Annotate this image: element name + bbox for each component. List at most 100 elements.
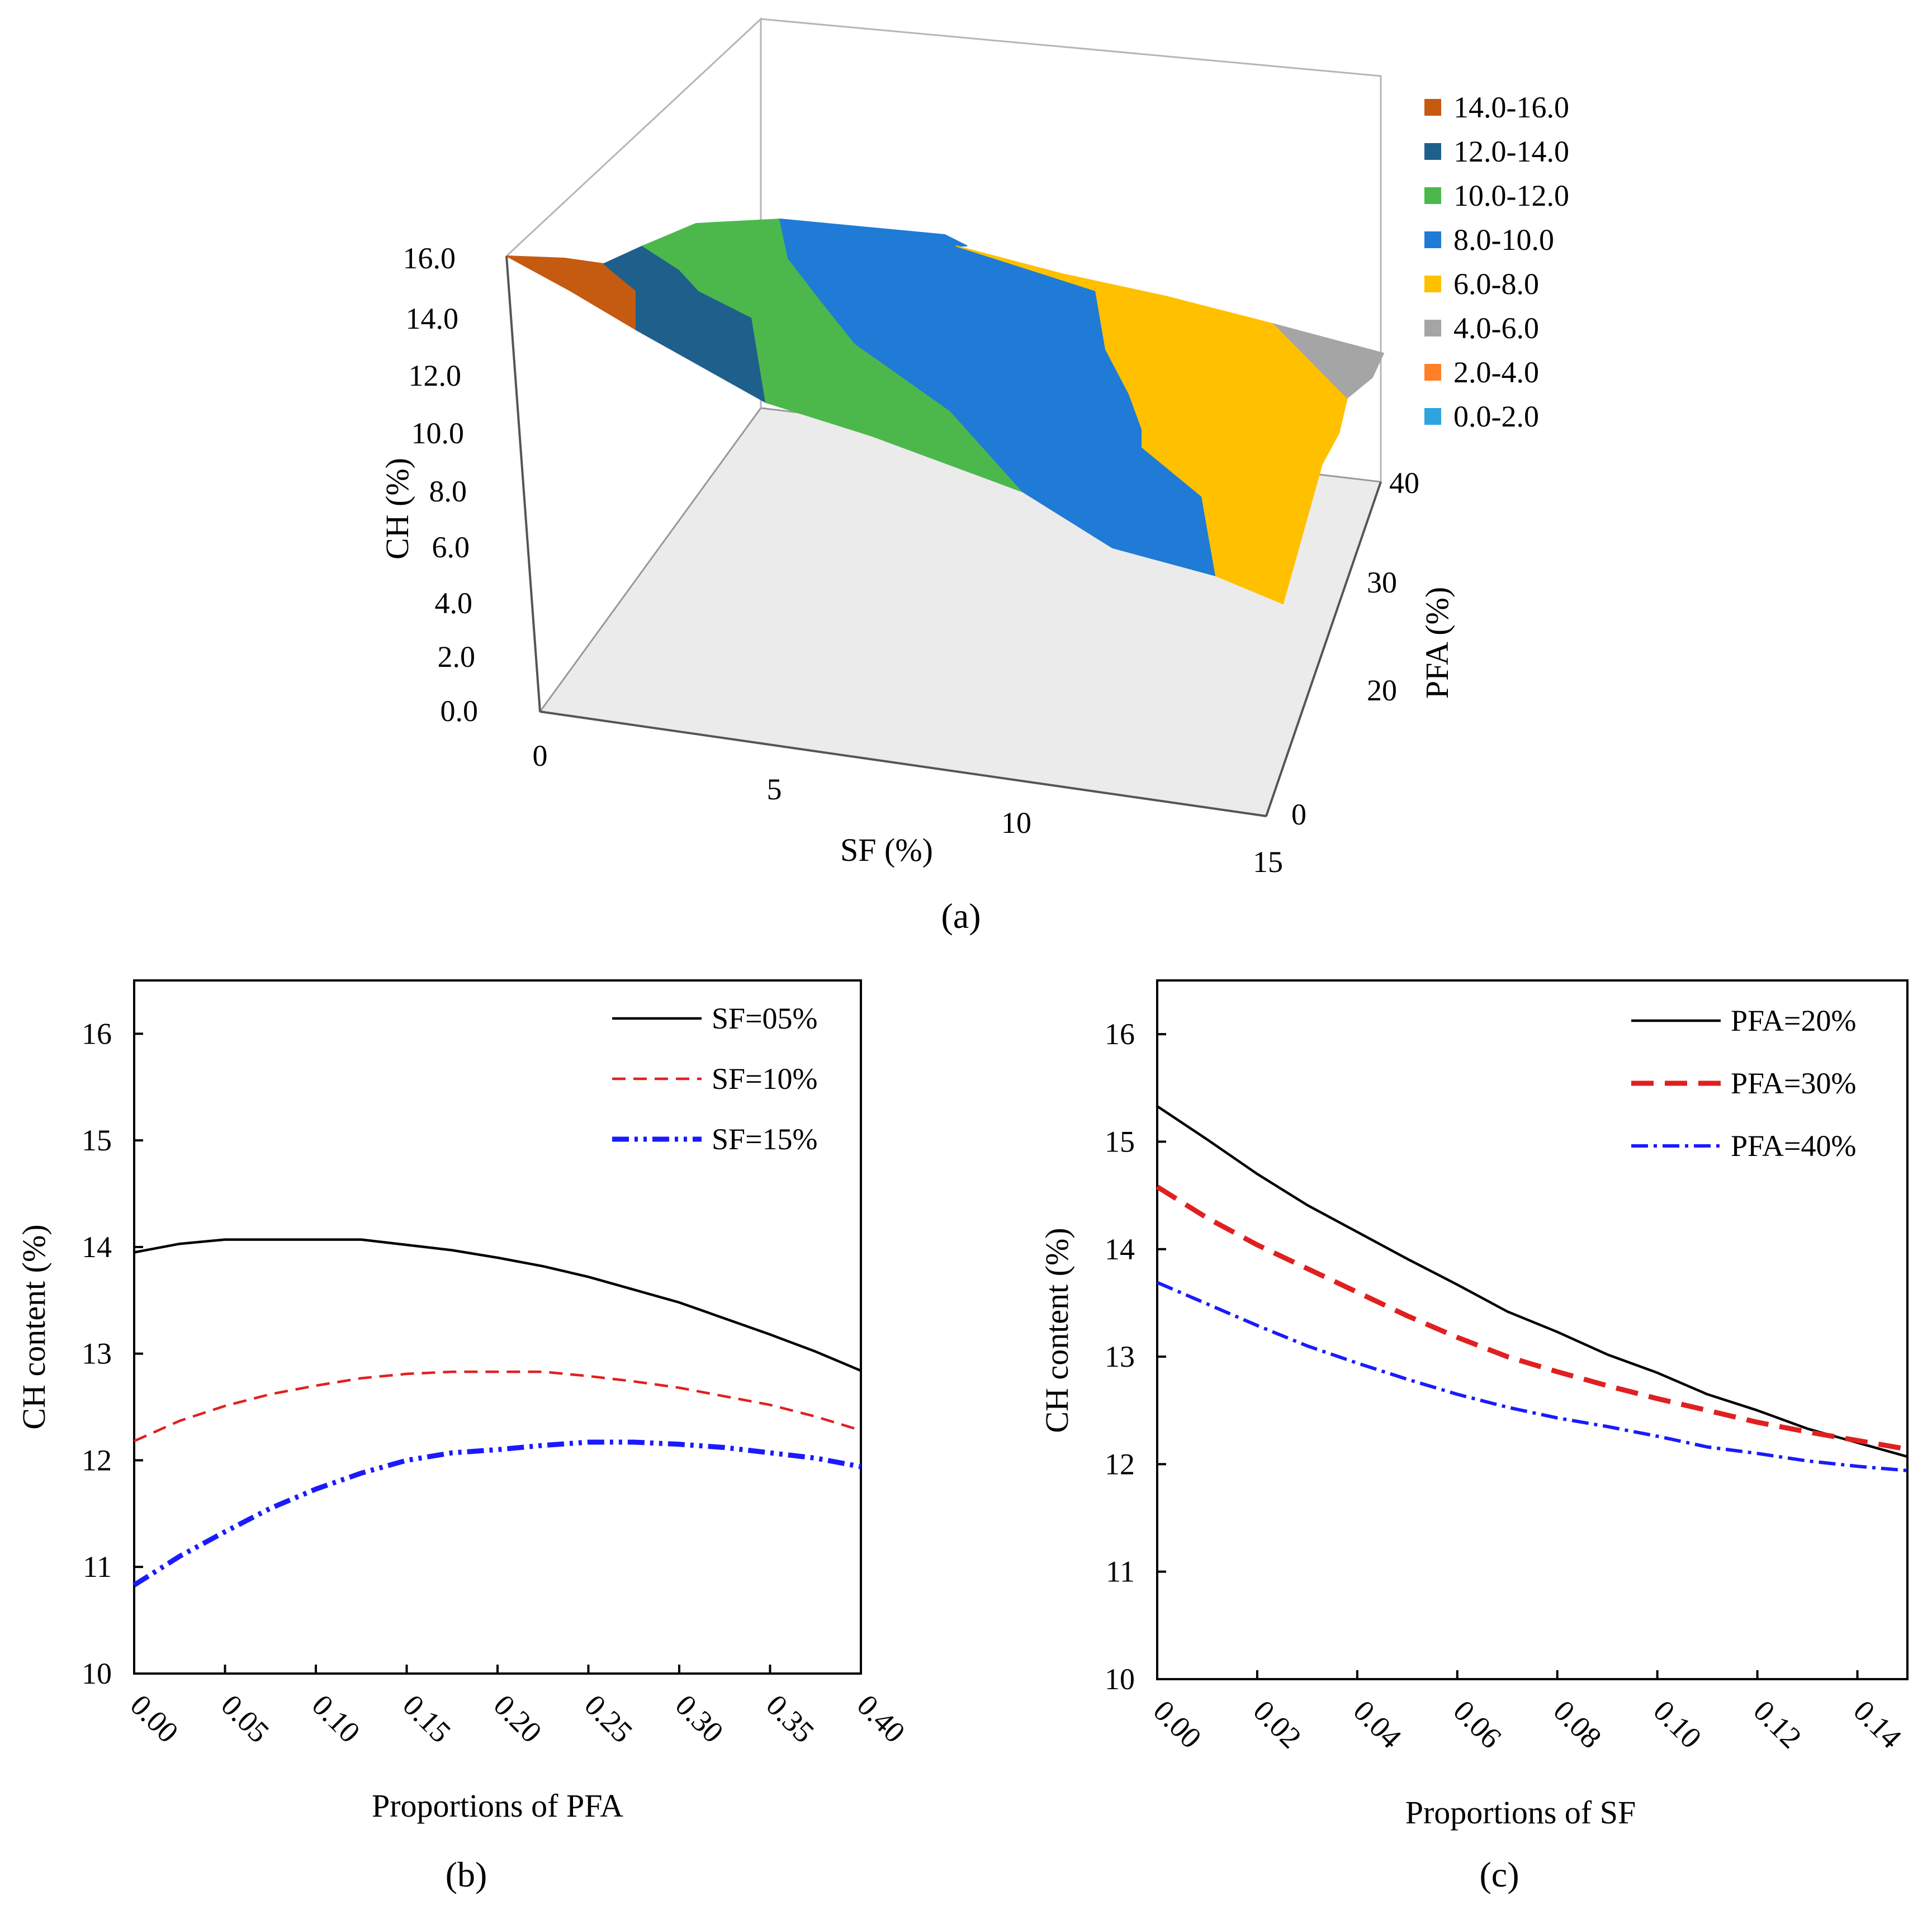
- z-tick-label: 2.0: [438, 640, 476, 674]
- y-tick-label: 11: [1106, 1555, 1135, 1589]
- pfa-tick-label: 40: [1389, 466, 1419, 500]
- pfa-axis-label: PFA (%): [1419, 587, 1455, 699]
- z-tick-label: 0.0: [441, 694, 479, 728]
- x-tick-label: 0.25: [578, 1688, 639, 1749]
- z-tick-label: 12.0: [409, 359, 462, 392]
- legend-label: PFA=30%: [1731, 1067, 1857, 1100]
- sf-tick-label: 10: [1001, 806, 1031, 840]
- x-tick-label: 0.10: [1647, 1694, 1708, 1755]
- series-line-sf-05-: [134, 1238, 861, 1372]
- y-tick-label: 13: [1105, 1340, 1135, 1373]
- x-tick-label: 0.02: [1247, 1694, 1308, 1755]
- pfa-axis-tick-labels: 0 20 30 40: [1291, 466, 1419, 831]
- x-axis-ticks: 0.00 0.02 0.04 0.06 0.08 0.10 0.12 0.14: [1147, 1670, 1908, 1755]
- legend-label: 2.0-4.0: [1453, 356, 1539, 389]
- legend-swatch: [1424, 408, 1441, 425]
- legend-label: 12.0-14.0: [1453, 135, 1569, 168]
- legend-label: 6.0-8.0: [1453, 267, 1539, 301]
- panel-label-b: (b): [446, 1855, 487, 1894]
- sf-axis-tick-labels: 0 5 10 15: [533, 739, 1284, 879]
- y-axis-label: CH content (%): [1039, 1227, 1075, 1433]
- x-tick-label: 0.12: [1747, 1694, 1808, 1755]
- legend-label: 8.0-10.0: [1453, 223, 1554, 257]
- y-tick-label: 14: [1105, 1233, 1135, 1266]
- legend-panel-c: PFA=20% PFA=30% PFA=40%: [1631, 1004, 1857, 1163]
- y-tick-label: 10: [82, 1657, 112, 1690]
- series-line-pfa-20-: [1156, 1105, 1908, 1458]
- y-axis-ticks: 10 11 12 13 14 15 16: [1105, 1017, 1166, 1696]
- series-line-sf-10-: [134, 1370, 861, 1443]
- y-tick-label: 13: [82, 1337, 112, 1371]
- x-tick-label: 0.30: [669, 1688, 730, 1749]
- legend-swatch: [1424, 320, 1441, 336]
- x-tick-label: 0.00: [124, 1688, 185, 1749]
- z-tick-label: 6.0: [432, 530, 470, 564]
- y-tick-label: 12: [82, 1443, 112, 1477]
- x-tick-label: 0.15: [396, 1688, 457, 1749]
- y-tick-label: 16: [82, 1017, 112, 1050]
- legend-label: SF=05%: [712, 1002, 818, 1035]
- sf-axis-label: SF (%): [840, 832, 933, 868]
- panel-label-c: (c): [1479, 1855, 1519, 1894]
- y-tick-label: 15: [82, 1124, 112, 1157]
- legend-label: SF=15%: [712, 1122, 818, 1156]
- legend-swatch: [1424, 276, 1441, 292]
- x-tick-label: 0.04: [1347, 1694, 1408, 1755]
- x-axis-label: Proportions of PFA: [372, 1788, 623, 1824]
- y-tick-label: 10: [1105, 1662, 1135, 1696]
- sf-tick-label: 5: [767, 772, 782, 806]
- z-axis-tick-labels: 0.0 2.0 4.0 6.0 8.0 10.0 12.0 14.0 16.0: [403, 241, 479, 728]
- z-tick-label: 16.0: [403, 241, 456, 275]
- y-tick-label: 14: [82, 1230, 112, 1264]
- x-tick-label: 0.14: [1847, 1694, 1908, 1755]
- legend-panel-b: SF=05% SF=10% SF=15%: [612, 1002, 818, 1156]
- y-tick-label: 11: [83, 1550, 112, 1584]
- z-tick-label: 14.0: [406, 302, 459, 335]
- sf-tick-label: 0: [533, 739, 548, 772]
- legend-label: 0.0-2.0: [1453, 400, 1539, 433]
- z-tick-label: 10.0: [411, 416, 465, 450]
- pfa-tick-label: 0: [1291, 798, 1306, 831]
- pfa-axis-line: [1265, 481, 1382, 817]
- legend-panel-a: 14.0-16.0 12.0-14.0 10.0-12.0 8.0-10.0 6.0-8…: [1424, 91, 1569, 433]
- y-axis-label: CH content (%): [16, 1224, 52, 1429]
- x-tick-label: 0.05: [215, 1688, 276, 1749]
- legend-swatch: [1424, 143, 1441, 160]
- legend-label: 14.0-16.0: [1453, 91, 1569, 124]
- surface-chart-panel-a: 0.0 2.0 4.0 6.0 8.0 10.0 12.0 14.0 16.0 …: [379, 17, 1569, 936]
- surface-band-4-6: [1272, 323, 1385, 399]
- pfa-tick-label: 30: [1367, 566, 1397, 599]
- legend-label: 4.0-6.0: [1453, 311, 1539, 345]
- z-tick-label: 8.0: [429, 475, 467, 508]
- x-tick-label: 0.35: [760, 1688, 821, 1749]
- surface-band-6-8: [955, 245, 1348, 605]
- box-back-top-edge: [760, 18, 1382, 482]
- legend-label: 10.0-12.0: [1453, 179, 1569, 212]
- x-tick-label: 0.08: [1547, 1694, 1608, 1755]
- panel-label-a: (a): [941, 896, 981, 936]
- x-tick-label: 0.20: [487, 1688, 548, 1749]
- series-line-sf-15-: [132, 1439, 861, 1587]
- pfa-tick-label: 20: [1367, 674, 1397, 707]
- legend-swatch: [1424, 364, 1441, 381]
- z-axis-line: [505, 255, 541, 712]
- y-tick-label: 12: [1105, 1447, 1135, 1481]
- series-line-pfa-30-: [1156, 1184, 1908, 1452]
- legend-label: PFA=40%: [1731, 1129, 1857, 1163]
- legend-swatch: [1424, 231, 1441, 248]
- y-tick-label: 16: [1105, 1017, 1135, 1051]
- x-tick-label: 0.00: [1147, 1694, 1208, 1755]
- legend-label: PFA=20%: [1731, 1004, 1857, 1037]
- x-axis-ticks: 0.00 0.05 0.10 0.15 0.20 0.25 0.30 0.35 0.40: [124, 1665, 912, 1749]
- sf-tick-label: 15: [1253, 845, 1283, 879]
- series-lines: [132, 1238, 861, 1587]
- z-tick-label: 4.0: [435, 586, 473, 620]
- series-lines: [1156, 1105, 1908, 1472]
- legend-swatch: [1424, 187, 1441, 204]
- x-axis-label: Proportions of SF: [1405, 1794, 1636, 1831]
- legend-swatch: [1424, 99, 1441, 116]
- sf-axis-line: [539, 710, 1267, 817]
